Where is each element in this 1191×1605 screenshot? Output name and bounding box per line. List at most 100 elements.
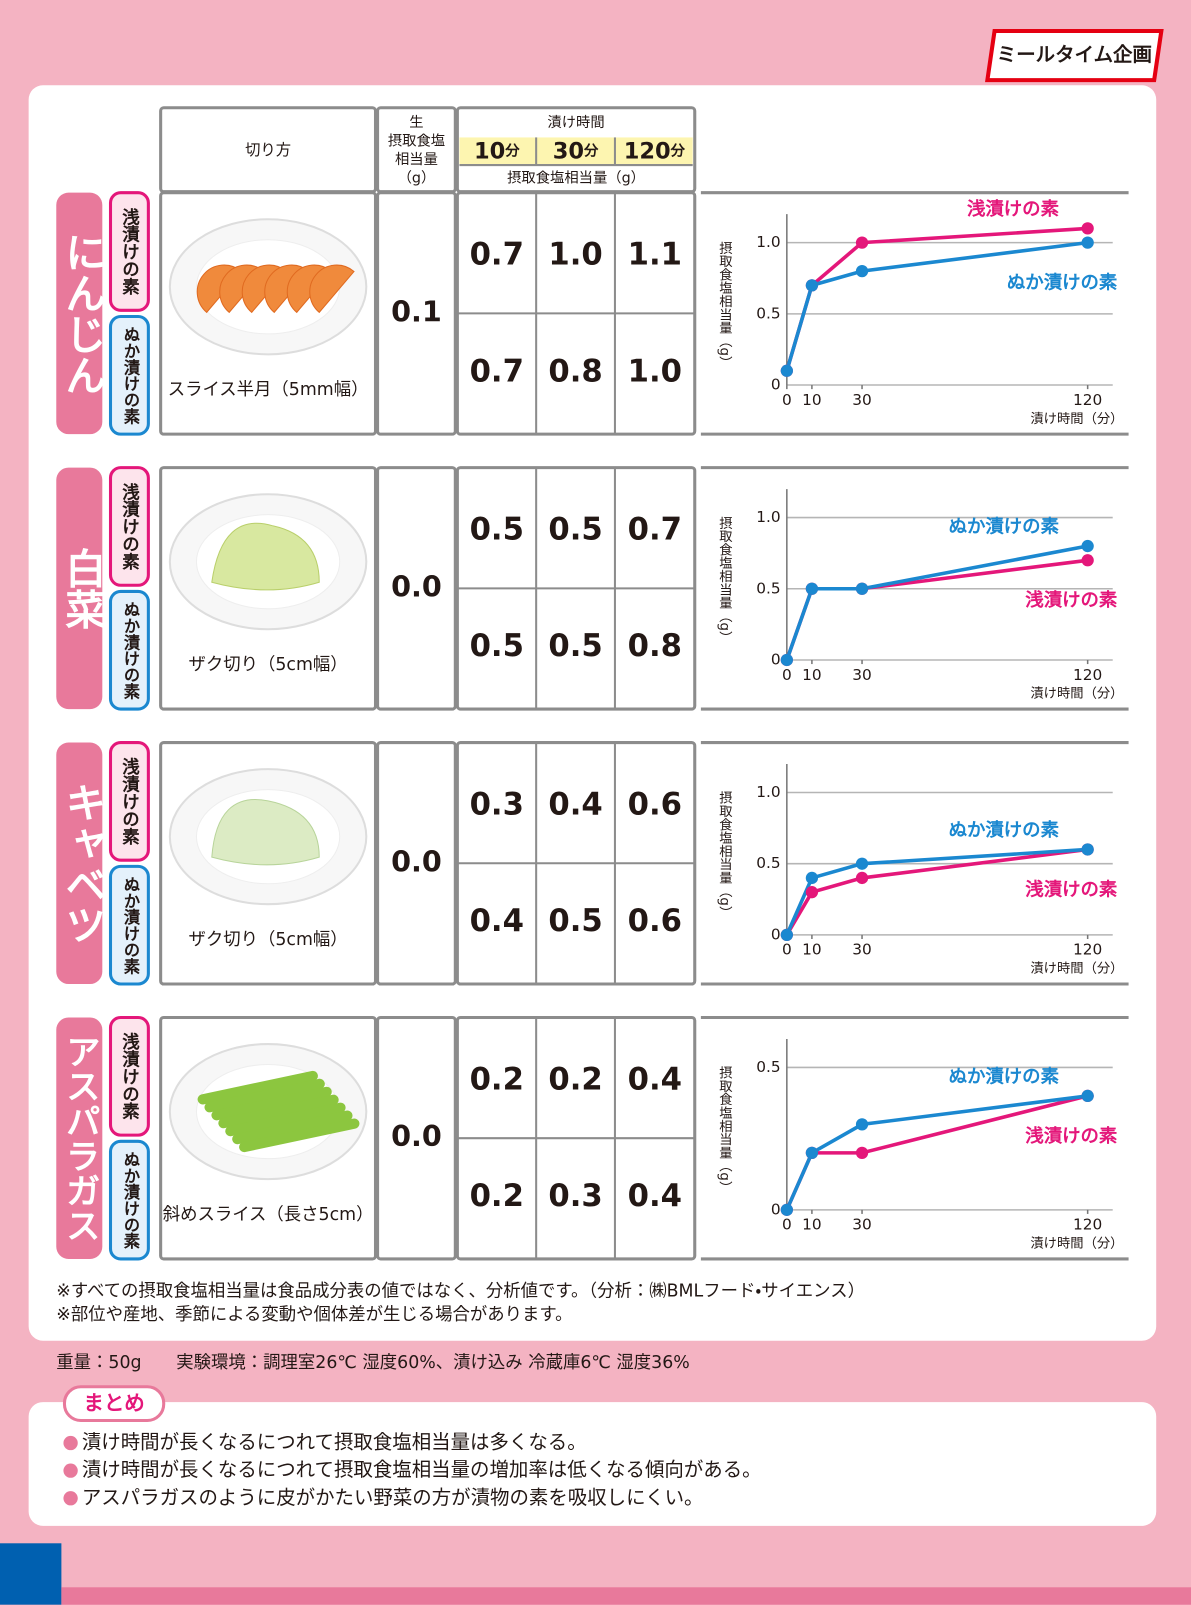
x-tick-label: 120 bbox=[1073, 1216, 1102, 1234]
header-unit: 摂取食塩相当量（g） bbox=[507, 169, 645, 186]
raw-cell bbox=[376, 466, 457, 711]
method-pill bbox=[108, 864, 150, 986]
table-value: 0.5 bbox=[470, 629, 524, 664]
point bbox=[855, 871, 869, 885]
point bbox=[1081, 236, 1094, 249]
point bbox=[855, 264, 869, 278]
y-tick-label: 0 bbox=[771, 925, 781, 943]
y-tick-label: 1.0 bbox=[756, 783, 780, 801]
cabbage bbox=[211, 799, 320, 866]
table-value: 0.4 bbox=[628, 1062, 682, 1097]
series-label: 浅漬けの素 bbox=[1025, 589, 1117, 611]
x-tick-label: 30 bbox=[852, 1216, 872, 1234]
summary-item: アスパラガスのように皮がかたい野菜の方が漬物の素を吸収しにくい。 bbox=[82, 1486, 704, 1509]
cut-method: 斜めスライス（長さ5cm） bbox=[163, 1205, 374, 1225]
series-label: 浅漬けの素 bbox=[967, 198, 1059, 220]
cut-method: スライス半月（5mm幅） bbox=[168, 380, 369, 400]
table-value: 0.7 bbox=[470, 238, 524, 273]
point bbox=[805, 279, 819, 292]
series-label: 浅漬けの素 bbox=[1025, 878, 1117, 900]
point bbox=[780, 928, 793, 942]
method-pill bbox=[108, 191, 150, 312]
series-label: ぬか漬けの素 bbox=[1007, 272, 1117, 294]
bottom-bar bbox=[61, 1587, 1191, 1605]
header-raw: 摂取食塩 bbox=[388, 133, 445, 150]
point bbox=[855, 857, 869, 870]
asparagus bbox=[232, 1110, 353, 1145]
x-tick-label: 0 bbox=[782, 1216, 792, 1234]
x-axis-label: 漬け時間（分） bbox=[1030, 961, 1123, 977]
raw-value: 0.0 bbox=[391, 1119, 442, 1153]
point bbox=[1081, 843, 1094, 856]
x-tick-label: 10 bbox=[802, 391, 822, 409]
bullet bbox=[63, 1463, 78, 1478]
y-tick-label: 0 bbox=[771, 376, 781, 394]
series-line bbox=[785, 847, 1088, 936]
x-tick-label: 120 bbox=[1073, 391, 1102, 409]
header-raw: （g） bbox=[398, 169, 436, 186]
summary-title: まとめ bbox=[83, 1391, 144, 1415]
vegetable-name: 白菜 bbox=[58, 547, 106, 629]
vegetable-name: キャベツ bbox=[58, 781, 106, 945]
table-value: 0.4 bbox=[628, 1179, 682, 1214]
point bbox=[855, 236, 869, 249]
table-value: 0.8 bbox=[628, 629, 682, 664]
raw-value: 0.1 bbox=[391, 294, 442, 328]
time-num: 10 bbox=[474, 138, 505, 164]
table-value: 0.3 bbox=[470, 787, 524, 822]
table-value: 0.7 bbox=[628, 513, 682, 548]
table-value: 0.5 bbox=[470, 513, 524, 548]
table-value: 0.8 bbox=[548, 354, 602, 389]
cut-cell bbox=[159, 191, 378, 436]
asparagus bbox=[218, 1094, 339, 1129]
x-axis-label: 漬け時間（分） bbox=[1030, 686, 1123, 702]
y-tick-label: 0 bbox=[771, 1200, 781, 1218]
method-label: 浅漬けの素 bbox=[119, 1032, 139, 1121]
time-num: 120 bbox=[624, 138, 671, 164]
x-tick-label: 120 bbox=[1073, 941, 1102, 959]
method-label: ぬか漬けの素 bbox=[121, 1151, 140, 1250]
point bbox=[780, 1203, 793, 1216]
cut-method: ザク切り（5cm幅） bbox=[188, 655, 347, 675]
asparagus bbox=[204, 1078, 325, 1113]
cut-cell bbox=[159, 466, 378, 711]
series-label: 浅漬けの素 bbox=[1025, 1125, 1117, 1147]
table-value: 0.5 bbox=[548, 513, 602, 548]
y-tick-label: 0.5 bbox=[756, 854, 780, 872]
x-tick-label: 10 bbox=[802, 666, 822, 684]
brand-badge bbox=[985, 28, 1164, 83]
main-panel bbox=[28, 85, 1157, 1341]
table-value: 0.6 bbox=[628, 787, 682, 822]
y-tick-label: 1.0 bbox=[756, 233, 780, 251]
series-label: ぬか漬けの素 bbox=[949, 819, 1059, 841]
time-column: 10分 bbox=[474, 138, 520, 164]
header-raw: 生 bbox=[409, 114, 423, 131]
table-value: 0.4 bbox=[548, 787, 602, 822]
point bbox=[855, 1118, 869, 1131]
point bbox=[1081, 222, 1094, 235]
method-pill bbox=[108, 1139, 150, 1261]
table-value: 0.2 bbox=[470, 1062, 524, 1097]
y-axis-label: 摂取食塩相当量（g） bbox=[716, 241, 732, 369]
time-num: 30 bbox=[553, 138, 584, 164]
x-tick-label: 30 bbox=[852, 391, 872, 409]
vegetable-tab bbox=[56, 467, 103, 710]
summary-item: 漬け時間が長くなるにつれて摂取食塩相当量の増加率は低くなる傾向がある。 bbox=[82, 1458, 762, 1481]
point bbox=[805, 1146, 819, 1160]
table-value: 0.5 bbox=[548, 629, 602, 664]
point bbox=[855, 582, 869, 595]
vegetable-tab bbox=[56, 192, 103, 435]
point bbox=[1081, 1089, 1094, 1103]
point bbox=[1081, 539, 1094, 553]
corner-block bbox=[0, 1543, 62, 1605]
x-tick-label: 10 bbox=[802, 1216, 822, 1234]
point bbox=[855, 1146, 869, 1160]
method-pill bbox=[108, 466, 150, 587]
x-axis-label: 漬け時間（分） bbox=[1030, 411, 1123, 427]
y-axis-label: 摂取食塩相当量（g） bbox=[716, 516, 732, 644]
asparagus bbox=[211, 1086, 332, 1121]
time-unit: 分 bbox=[670, 143, 686, 160]
carrot-slice bbox=[309, 264, 355, 314]
point bbox=[1081, 554, 1094, 567]
